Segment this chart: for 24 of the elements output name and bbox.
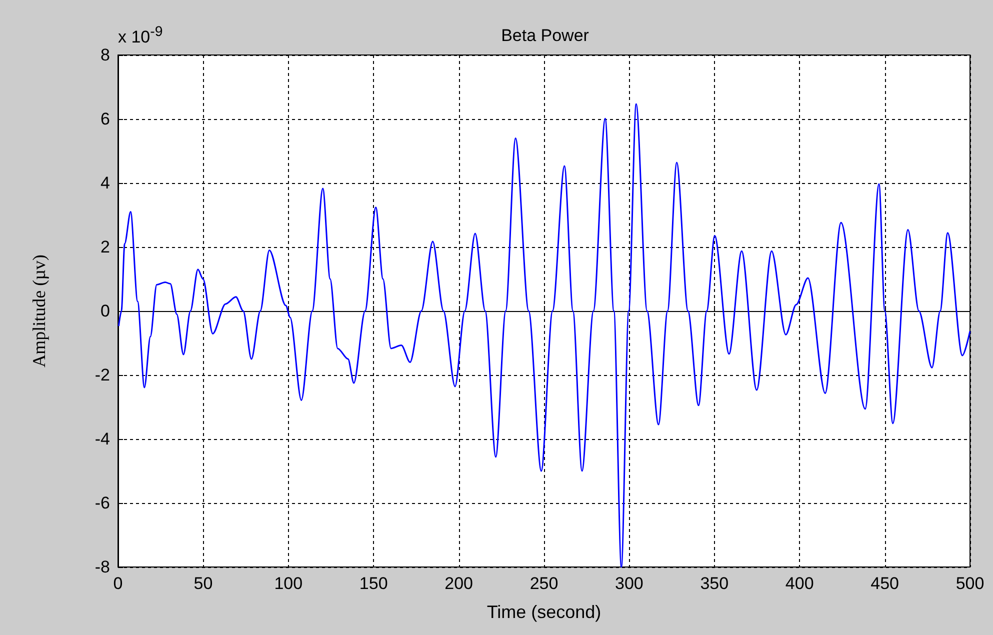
x-tick-label: 200 [444, 574, 473, 593]
y-tick-label: -4 [94, 430, 110, 448]
x-axis-title: Time (second) [486, 602, 602, 622]
x-tick-label: 0 [113, 574, 123, 593]
x-tick-label: 250 [530, 574, 558, 593]
chart-title: Beta Power [501, 26, 590, 45]
y-tick-label: 2 [100, 238, 110, 256]
y-tick-label: 0 [100, 302, 110, 320]
y-tick-label: -6 [94, 494, 110, 512]
text: x 10$^{-9}$ [118, 24, 163, 48]
x-tick-label: 350 [700, 574, 729, 593]
x-tick-label: 400 [785, 574, 814, 593]
y-tick-label: 6 [100, 110, 110, 128]
x-tick-label: 300 [615, 574, 644, 593]
x-tick-label: 100 [274, 574, 303, 593]
x-tick-label: 500 [956, 574, 984, 593]
x-tick-label: 450 [870, 574, 899, 593]
y-tick-label: 8 [100, 46, 110, 64]
y-axis-title: Amplitude (µv) [29, 254, 49, 368]
x-tick-label: 150 [359, 574, 388, 593]
y-tick-label: -2 [94, 366, 110, 384]
y-tick-label: -8 [94, 558, 110, 576]
y-tick-label: 4 [100, 174, 110, 192]
x-tick-label: 50 [194, 574, 213, 593]
